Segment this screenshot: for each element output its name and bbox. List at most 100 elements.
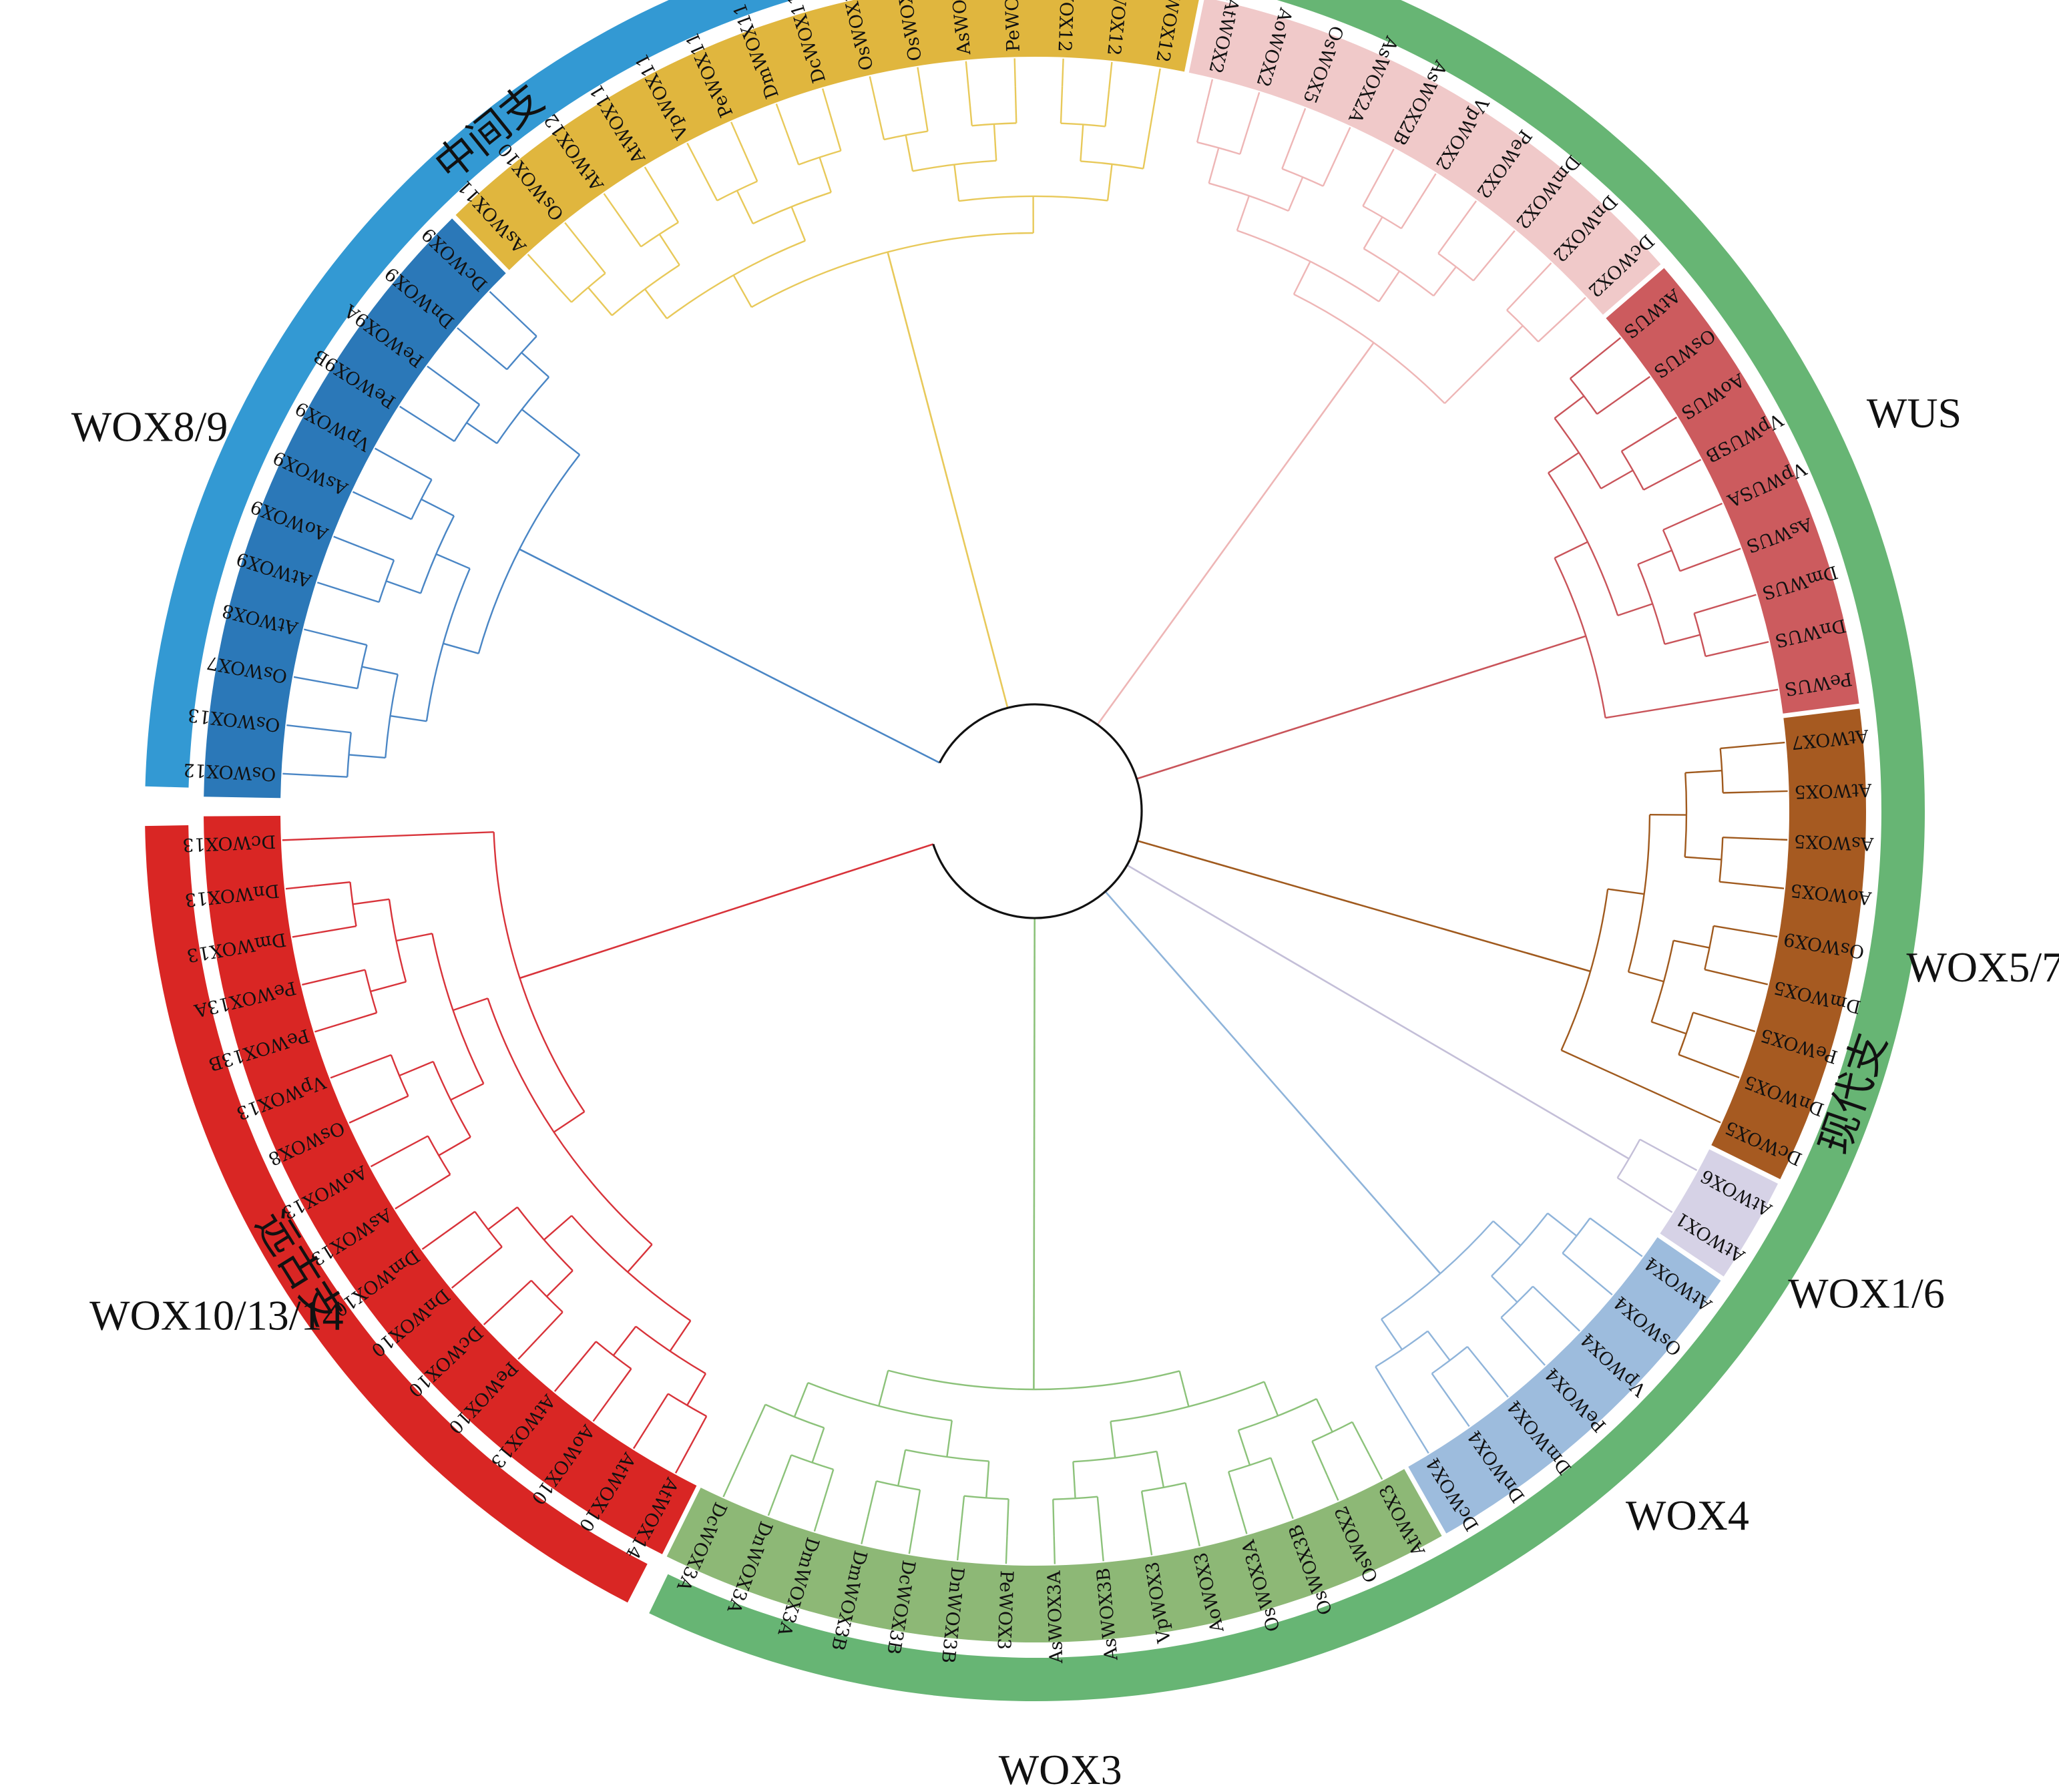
clade-stem	[519, 548, 940, 764]
leaf-branch	[1192, 1518, 1200, 1546]
leaf-branch	[517, 1338, 538, 1360]
leaf-branch	[282, 838, 310, 841]
leaf-branch	[813, 1504, 824, 1532]
internal-branch	[867, 1481, 877, 1518]
internal-branch	[1651, 1021, 1687, 1035]
internal-node-arc	[1362, 205, 1402, 230]
leaf-branch	[908, 1526, 915, 1554]
internal-branch	[438, 1136, 471, 1156]
internal-branch	[967, 89, 973, 126]
internal-branch	[732, 274, 752, 308]
leaf-branch	[483, 1305, 505, 1325]
leaf-branch	[1729, 594, 1757, 604]
internal-branch	[1236, 195, 1250, 231]
leaf-branch	[592, 1397, 611, 1422]
internal-branch	[993, 124, 997, 161]
internal-branch	[487, 1206, 518, 1230]
internal-node-arc	[1228, 1457, 1271, 1473]
internal-branch	[1433, 266, 1457, 296]
internal-branch	[1287, 176, 1304, 212]
leaf-branch	[1675, 459, 1702, 474]
internal-node-arc	[1236, 230, 1380, 302]
internal-branch	[473, 1246, 503, 1271]
internal-node-arc	[887, 1369, 1180, 1391]
internal-branch	[444, 1210, 476, 1234]
internal-branch	[741, 147, 758, 182]
internal-branch	[829, 115, 842, 152]
internal-branch	[1080, 124, 1084, 162]
internal-branch	[1589, 1217, 1620, 1241]
leaf-branch	[674, 1447, 690, 1474]
internal-branch	[396, 932, 433, 942]
internal-branch	[1673, 939, 1710, 949]
internal-branch	[1060, 86, 1064, 124]
internal-branch	[658, 234, 680, 266]
internal-branch	[395, 1135, 429, 1154]
internal-branch	[1713, 925, 1751, 933]
internal-branch	[503, 1279, 532, 1307]
leaf-branch	[686, 142, 701, 169]
internal-branch	[875, 103, 885, 140]
clade-stem	[1104, 891, 1441, 1275]
leaf-branch	[302, 977, 330, 986]
internal-branch	[1492, 1220, 1522, 1247]
leaf-branch	[1652, 417, 1678, 433]
internal-branch	[349, 754, 386, 759]
internal-node-arc	[640, 222, 679, 248]
internal-branch	[1311, 1441, 1328, 1476]
internal-branch	[1263, 1381, 1279, 1416]
leaf-branch	[1741, 641, 1769, 649]
internal-branch	[509, 310, 537, 337]
internal-branch	[1014, 86, 1017, 124]
internal-node-arc	[963, 1495, 1009, 1500]
internal-branch	[1662, 514, 1697, 531]
internal-node-arc	[764, 1403, 825, 1429]
leaf-branch	[1283, 1492, 1294, 1520]
internal-branch	[913, 1490, 921, 1526]
leaf-branch	[553, 1369, 574, 1392]
clade-band-wox4	[1408, 1237, 1721, 1534]
internal-branch	[359, 545, 395, 562]
internal-branch	[1281, 134, 1297, 170]
branch-arc-1	[145, 0, 793, 788]
leaf-branch	[1564, 296, 1586, 318]
internal-node-arc	[1562, 1217, 1591, 1254]
internal-branch	[399, 461, 433, 481]
internal-branch	[1473, 252, 1498, 282]
internal-branch	[313, 881, 351, 887]
internal-branch	[688, 1415, 708, 1449]
internal-branch	[1692, 1012, 1729, 1024]
clade-band-wox10-13-14	[204, 815, 697, 1554]
internal-node-arc	[1704, 925, 1714, 970]
internal-branch	[1639, 1138, 1673, 1158]
internal-branch	[521, 352, 549, 378]
internal-branch	[588, 286, 613, 316]
internal-branch	[1375, 1366, 1415, 1430]
internal-branch	[356, 1054, 392, 1069]
leaf-branch	[1452, 1403, 1470, 1427]
leaf-branch	[1061, 58, 1064, 87]
leaf-branch	[603, 193, 621, 218]
tree-root	[932, 703, 1143, 919]
internal-branch	[1378, 270, 1401, 302]
internal-branch	[1381, 1319, 1403, 1350]
leaf-branch	[451, 1269, 475, 1289]
internal-branch	[1605, 693, 1751, 719]
leaf-branch	[1757, 741, 1785, 746]
internal-branch	[1685, 769, 1723, 774]
internal-branch	[1196, 106, 1207, 143]
leaf-branch	[293, 676, 322, 683]
leaf-branch	[1750, 688, 1779, 695]
internal-branch	[521, 409, 580, 455]
internal-branch	[330, 635, 367, 646]
internal-branch	[1227, 1472, 1240, 1508]
internal-node-arc	[716, 180, 758, 202]
clade-label-wox8-9: WOX8/9	[71, 403, 228, 450]
internal-node-arc	[1110, 1381, 1265, 1423]
internal-node-arc	[1620, 451, 1644, 491]
internal-node-arc	[357, 644, 368, 689]
internal-branch	[946, 1420, 953, 1458]
internal-branch	[897, 1449, 907, 1486]
internal-branch	[310, 774, 348, 778]
internal-branch	[1617, 603, 1653, 617]
